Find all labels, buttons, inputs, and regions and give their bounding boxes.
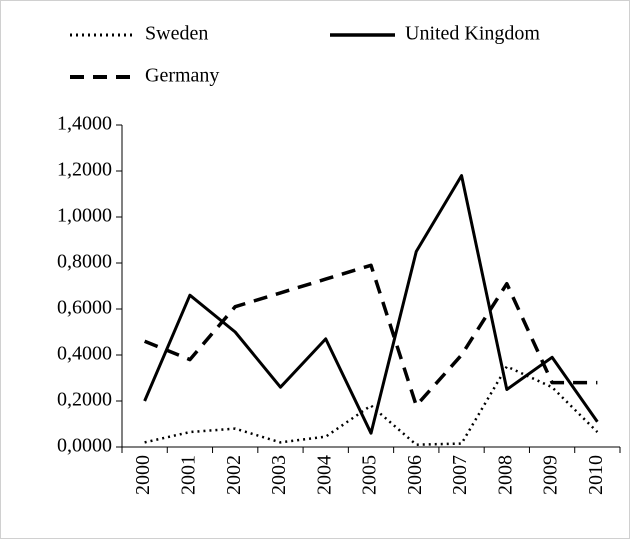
y-tick-label: 1,2000 [57, 159, 112, 181]
x-tick-label: 2009 [540, 455, 562, 495]
series-line [144, 365, 599, 446]
x-tick-label: 2010 [585, 455, 607, 495]
legend-label: United Kingdom [405, 23, 540, 45]
y-tick-label: 0,2000 [57, 389, 112, 411]
series-line [143, 174, 599, 435]
x-tick-label: 2004 [313, 455, 335, 495]
y-tick-label: 1,4000 [57, 113, 112, 135]
series-line [143, 263, 598, 408]
x-tick-label: 2008 [494, 455, 516, 495]
x-tick-label: 2003 [268, 455, 290, 495]
x-tick-label: 2000 [132, 455, 154, 495]
x-tick-label: 2002 [223, 455, 245, 495]
x-tick-label: 2007 [449, 455, 471, 495]
x-tick-label: 2006 [404, 455, 426, 495]
y-tick-label: 0,4000 [57, 343, 112, 365]
legend-label: Germany [145, 65, 219, 87]
x-tick-label: 2001 [178, 455, 200, 495]
y-tick-label: 1,0000 [57, 205, 112, 227]
y-tick-label: 0,8000 [57, 251, 112, 273]
legend-label: Sweden [145, 23, 208, 45]
y-tick-label: 0,6000 [57, 297, 112, 319]
y-tick-label: 0,0000 [57, 435, 112, 457]
x-tick-label: 2005 [359, 455, 381, 495]
